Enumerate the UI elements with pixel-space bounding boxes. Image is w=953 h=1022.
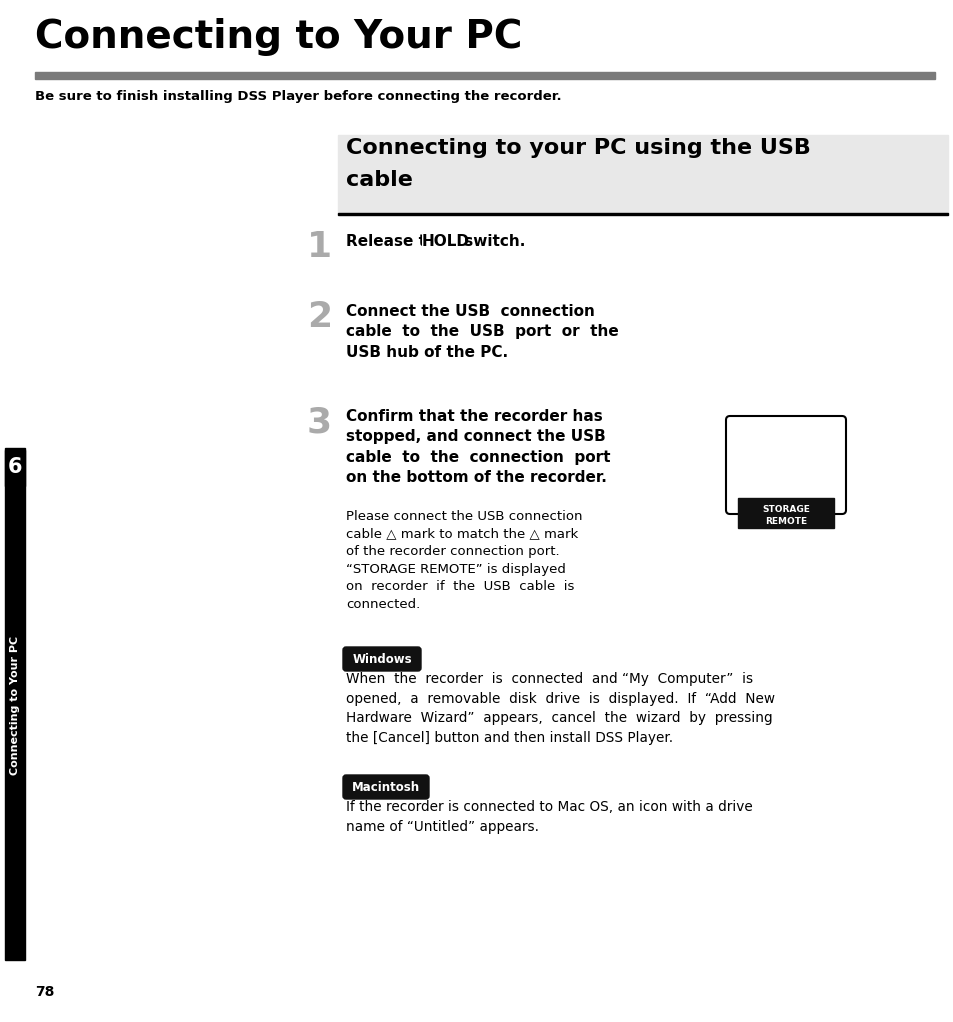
Bar bbox=[5, 450, 25, 960]
Text: cable: cable bbox=[346, 170, 413, 190]
Text: REMOTE: REMOTE bbox=[764, 516, 806, 525]
Text: Connecting to Your PC: Connecting to Your PC bbox=[35, 18, 522, 56]
Text: If the recorder is connected to Mac OS, an icon with a drive
name of “Untitled” : If the recorder is connected to Mac OS, … bbox=[346, 800, 752, 834]
Bar bbox=[35, 72, 934, 79]
Text: 3: 3 bbox=[307, 405, 332, 439]
Text: Macintosh: Macintosh bbox=[352, 781, 419, 793]
Text: Be sure to finish installing DSS Player before connecting the recorder.: Be sure to finish installing DSS Player … bbox=[35, 90, 561, 103]
Text: Please connect the USB connection
cable △ mark to match the △ mark
of the record: Please connect the USB connection cable … bbox=[346, 510, 582, 610]
FancyBboxPatch shape bbox=[343, 647, 420, 671]
Text: Confirm that the recorder has
stopped, and connect the USB
cable  to  the  conne: Confirm that the recorder has stopped, a… bbox=[346, 409, 610, 485]
Text: 6: 6 bbox=[8, 457, 22, 477]
Text: 2: 2 bbox=[307, 300, 332, 334]
Text: 78: 78 bbox=[35, 985, 54, 998]
Bar bbox=[5, 448, 25, 486]
Bar bbox=[337, 135, 947, 213]
FancyBboxPatch shape bbox=[343, 775, 429, 799]
FancyBboxPatch shape bbox=[725, 416, 845, 514]
Text: STORAGE: STORAGE bbox=[761, 505, 809, 513]
Text: switch.: switch. bbox=[458, 234, 525, 249]
Text: Connecting to your PC using the USB: Connecting to your PC using the USB bbox=[346, 138, 810, 158]
Text: Connecting to Your PC: Connecting to Your PC bbox=[10, 636, 20, 775]
Text: Release the: Release the bbox=[346, 234, 452, 249]
Text: Windows: Windows bbox=[352, 652, 412, 665]
Bar bbox=[337, 213, 947, 215]
Text: When  the  recorder  is  connected  and “My  Computer”  is
opened,  a  removable: When the recorder is connected and “My C… bbox=[346, 672, 774, 744]
Bar bbox=[738, 498, 833, 528]
Text: Connect the USB  connection
cable  to  the  USB  port  or  the
USB hub of the PC: Connect the USB connection cable to the … bbox=[346, 304, 618, 360]
Text: HOLD: HOLD bbox=[421, 234, 470, 249]
Text: 1: 1 bbox=[307, 230, 332, 264]
